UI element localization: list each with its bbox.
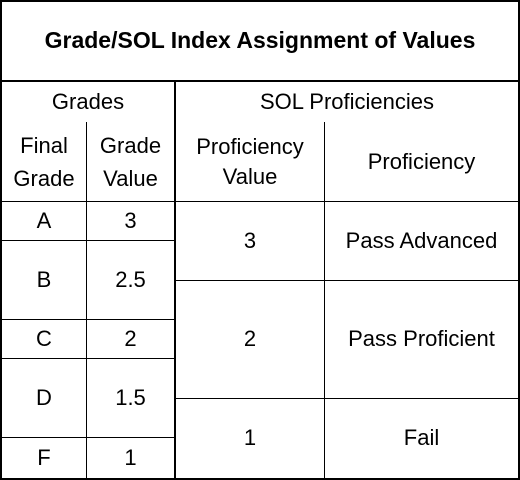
grade-value-cell: 2.5: [115, 266, 146, 292]
proficiency-column-header: Proficiency: [367, 148, 476, 174]
grade-value-cell: 1.5: [115, 384, 146, 410]
proficiency-row-divider: [175, 280, 520, 281]
grade-row-divider: [0, 358, 175, 359]
sol-proficiencies-group-header: SOL Proficiencies: [259, 88, 435, 114]
proficiency-label-cell: Pass Advanced: [345, 227, 498, 253]
grade-row-divider: [0, 319, 175, 320]
final-grade-header-line-2: Grade: [13, 166, 75, 191]
table-title: Grade/SOL Index Assignment of Values: [44, 27, 476, 54]
proficiency-value-cell: 2: [243, 326, 257, 352]
grade-row-divider: [0, 240, 175, 241]
grade-cell: F: [37, 444, 51, 470]
grade-value-cell: 3: [124, 207, 137, 233]
proficiency-column-divider: [324, 122, 325, 480]
border-top: [0, 0, 520, 2]
title-divider: [0, 80, 520, 82]
grade-value-cell: 1: [124, 444, 137, 470]
proficiency-label-cell: Pass Proficient: [348, 326, 495, 352]
proficiency-value-cell: 1: [243, 425, 257, 451]
grade-column-divider: [86, 122, 87, 480]
header-divider: [0, 201, 520, 202]
proficiency-value-header-line-2: Value: [222, 164, 278, 189]
grade-value-header-line-2: Value: [103, 166, 158, 191]
final-grade-header-line-1: Final: [20, 133, 68, 158]
grade-value-header-line-1: Grade: [99, 133, 162, 158]
grade-cell: C: [36, 325, 52, 351]
grade-cell: A: [36, 207, 52, 233]
grade-value-column-header: Grade Value: [87, 122, 174, 202]
grade-cell: D: [36, 384, 52, 410]
border-right: [518, 0, 520, 480]
proficiency-value-column-header: Proficiency Value: [176, 122, 324, 202]
border-bottom: [0, 478, 520, 480]
proficiency-value-header-line-1: Proficiency: [196, 134, 304, 160]
grade-cell: B: [36, 266, 52, 292]
proficiency-row-divider: [175, 398, 520, 399]
grade-row-divider: [0, 437, 175, 438]
grade-value-cell: 2: [124, 325, 137, 351]
grades-group-header: Grades: [51, 88, 125, 114]
section-divider: [174, 80, 176, 480]
final-grade-column-header: Final Grade: [2, 122, 86, 202]
proficiency-value-cell: 3: [243, 227, 257, 253]
proficiency-label-cell: Fail: [403, 425, 440, 451]
